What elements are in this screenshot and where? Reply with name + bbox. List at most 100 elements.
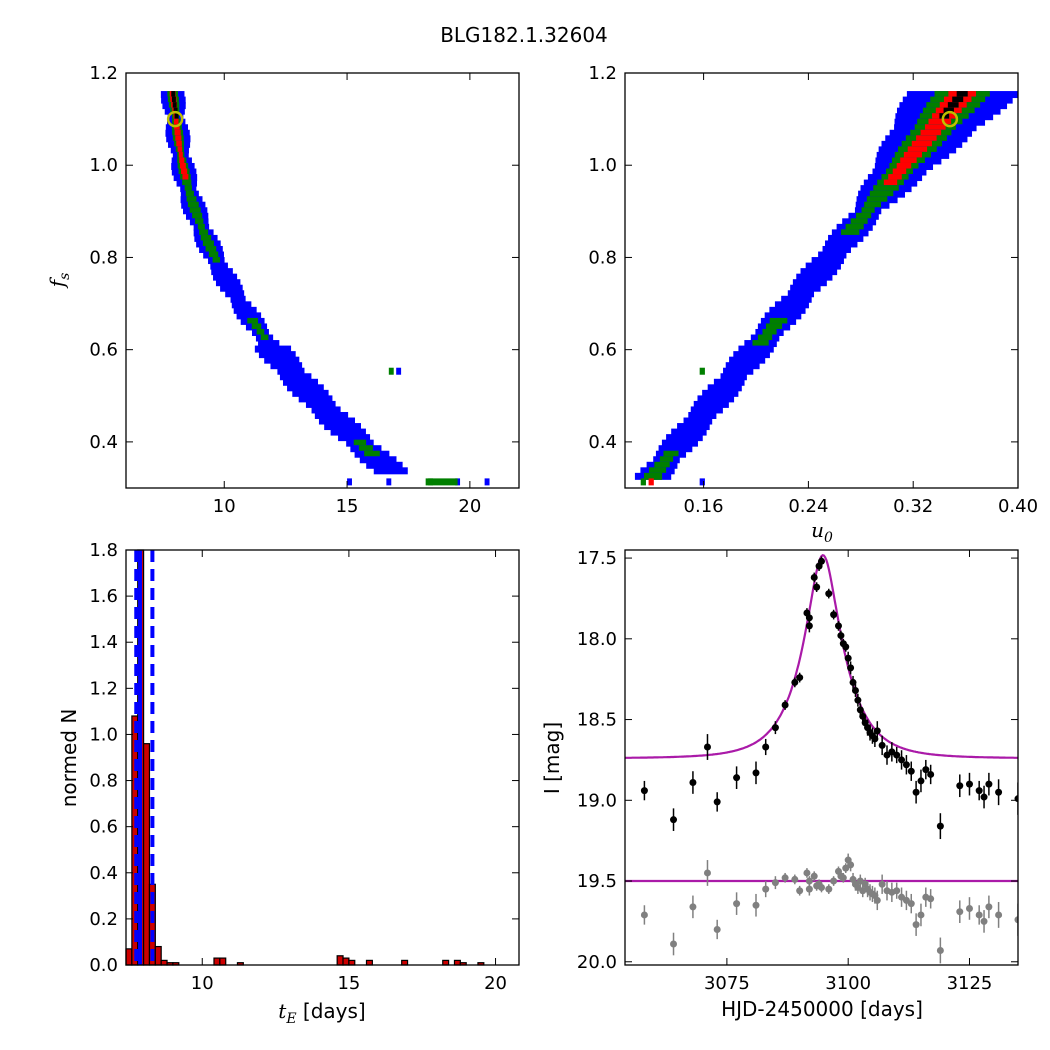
- x-tick-label: 0.16: [684, 496, 724, 517]
- residual-point: [956, 908, 964, 916]
- y-tick-label: 1.2: [89, 63, 118, 84]
- residual-point: [791, 875, 799, 883]
- x-axis-label: u0: [811, 518, 833, 546]
- likelihood-cell: [225, 290, 245, 298]
- likelihood-cell: [200, 234, 212, 242]
- data-point: [851, 686, 859, 694]
- likelihood-cell: [787, 290, 815, 298]
- panel-fs-vs-tE: 10 15 20 0.4 0.6 0.8 1.0 1.2 fs: [45, 63, 520, 517]
- y-tick-label: 19.5: [577, 871, 617, 892]
- likelihood-cell: [215, 279, 241, 287]
- likelihood-cell: [179, 162, 186, 170]
- likelihood-cell: [425, 478, 458, 486]
- likelihood-cell: [187, 201, 199, 209]
- likelihood-cell: [178, 151, 183, 159]
- residual-point: [893, 887, 901, 895]
- best-fit-marker: [941, 110, 959, 128]
- residual-point: [980, 917, 988, 925]
- histogram-bar: [365, 959, 373, 966]
- likelihood-cell: [186, 196, 197, 204]
- likelihood-cell: [199, 229, 209, 237]
- likelihood-cell: [764, 312, 802, 320]
- data-point: [689, 779, 697, 787]
- residual-point: [878, 880, 886, 888]
- x-tick-label: 15: [336, 496, 359, 517]
- data-point: [796, 674, 804, 682]
- residual-point: [805, 885, 813, 893]
- residual-point: [975, 911, 983, 919]
- histogram-bar: [213, 957, 221, 966]
- data-point: [810, 573, 818, 581]
- likelihood-cell: [251, 323, 262, 331]
- likelihood-cell: [720, 373, 747, 381]
- figure-title: BLG182.1.32604: [440, 23, 608, 47]
- histogram-bar: [125, 948, 133, 966]
- residual-point: [818, 883, 825, 891]
- likelihood-cell: [702, 389, 739, 397]
- likelihood-cell: [845, 223, 864, 231]
- y-tick-label: 1.0: [588, 155, 617, 176]
- likelihood-cell: [338, 434, 371, 442]
- residual-point: [830, 877, 838, 885]
- y-tick-label: 1.2: [89, 678, 118, 699]
- y-tick-label: 0.6: [89, 340, 118, 361]
- data-point: [927, 770, 935, 778]
- data-point: [813, 583, 821, 591]
- histogram-bar: [142, 743, 151, 966]
- likelihood-cell: [208, 251, 219, 259]
- residual-point: [917, 911, 925, 919]
- likelihood-cell: [677, 423, 710, 431]
- likelihood-cell: [765, 323, 783, 331]
- x-tick-label: 3075: [704, 973, 750, 994]
- likelihood-cell: [366, 461, 403, 469]
- likelihood-cell: [841, 229, 860, 237]
- residual-point: [781, 874, 789, 882]
- likelihood-cell: [298, 395, 333, 403]
- likelihood-cell: [172, 102, 177, 110]
- residual-point: [1014, 916, 1018, 924]
- likelihood-cell: [182, 174, 189, 182]
- y-tick-label: 1.6: [89, 586, 118, 607]
- panel-lightcurve: 3075 3100 3125 17.5 18.0 18.5 19.0 19.5 20.0 I [m…: [540, 548, 1019, 1021]
- data-point: [975, 787, 983, 795]
- best-fit-marker: [166, 110, 184, 128]
- likelihood-cell: [661, 439, 698, 447]
- residual-point: [640, 911, 648, 919]
- residual-point: [839, 874, 847, 882]
- data-point: [980, 793, 988, 801]
- likelihood-cell: [688, 411, 717, 419]
- residual-point: [703, 869, 711, 877]
- likelihood-cell: [231, 301, 252, 309]
- panel-tE-histogram: 10 15 20 0.0 0.2 0.4 0.6 0.8 1.0 1.2 1.4 1.6 1.8 norm…: [57, 540, 520, 1027]
- likelihood-cell: [800, 268, 838, 276]
- y-tick-label: 0.2: [89, 909, 118, 930]
- likelihood-cell: [713, 378, 745, 386]
- y-tick-label: 18.0: [577, 629, 617, 650]
- y-tick-label: 19.0: [577, 790, 617, 811]
- likelihood-cell: [729, 356, 766, 364]
- x-axis-label: tE [days]: [278, 999, 365, 1027]
- likelihood-cell: [850, 218, 868, 226]
- plot-frame: [624, 549, 1019, 966]
- likelihood-cell: [725, 362, 760, 370]
- likelihood-cell: [733, 351, 770, 359]
- y-tick-label: 1.0: [89, 724, 118, 745]
- y-tick-label: 0.4: [89, 432, 118, 453]
- likelihood-cell: [707, 384, 742, 392]
- likelihood-cell: [693, 400, 729, 408]
- x-tick-label: 20: [484, 973, 507, 994]
- likelihood-cell: [796, 273, 833, 281]
- y-tick-label: 0.8: [89, 247, 118, 268]
- data-point: [771, 724, 779, 732]
- histogram-bar: [401, 959, 409, 966]
- likelihood-cell: [292, 389, 329, 397]
- x-tick-label: 15: [337, 973, 360, 994]
- plot-area: [625, 553, 1018, 964]
- histogram-bar: [336, 955, 344, 966]
- y-tick-label: 17.5: [577, 548, 617, 569]
- likelihood-cell: [654, 461, 670, 469]
- likelihood-cell: [256, 328, 265, 336]
- likelihood-cell: [769, 317, 788, 325]
- likelihood-cell: [260, 334, 269, 342]
- y-tick-label: 0.0: [89, 955, 118, 976]
